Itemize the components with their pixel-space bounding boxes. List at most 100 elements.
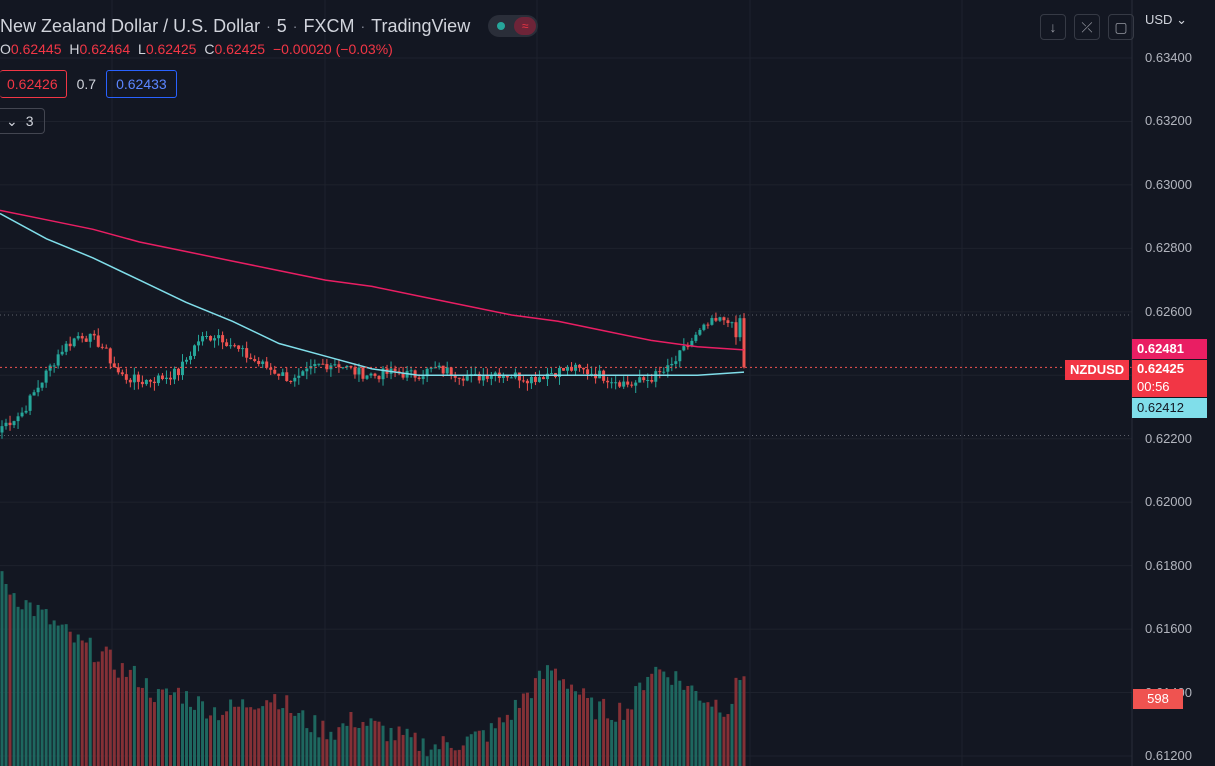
high-value: 0.62464 — [79, 41, 131, 57]
status-dot-icon — [497, 22, 506, 30]
indicators-toggle[interactable]: ⌄ 3 — [0, 108, 45, 134]
candle-body — [501, 375, 505, 378]
spread-value: 0.7 — [76, 76, 97, 92]
candle-body — [549, 373, 553, 375]
volume-bar — [433, 744, 437, 766]
candle-body — [205, 336, 209, 338]
volume-bar — [606, 718, 610, 766]
chevron-down-icon: ⌄ — [6, 113, 18, 129]
high-key: H — [69, 41, 80, 57]
volume-bar — [409, 737, 413, 766]
volume-bar — [36, 604, 40, 766]
y-tick-label: 0.62000 — [1145, 494, 1192, 510]
volume-bar — [461, 745, 465, 766]
frame-icon[interactable]: ▢ — [1108, 14, 1134, 40]
volume-bar — [353, 727, 357, 766]
volume-bar — [189, 706, 193, 766]
volume-bar — [361, 721, 365, 766]
buy-button[interactable]: 0.62433 — [106, 70, 177, 98]
volume-bar — [578, 694, 582, 766]
volume-bar — [317, 737, 321, 766]
candle-body — [537, 377, 541, 382]
y-tick-label: 0.63200 — [1145, 113, 1192, 129]
exchange: FXCM — [303, 15, 355, 36]
separator-dot: · — [266, 18, 271, 34]
currency-label: USD — [1145, 12, 1173, 27]
candle-body — [606, 380, 610, 383]
candle-body — [321, 363, 325, 365]
candle-body — [421, 376, 425, 379]
volume-bar — [702, 702, 706, 766]
volume-bar — [144, 678, 148, 766]
candle-body — [449, 367, 453, 376]
candle-body — [477, 373, 481, 381]
chart-tools: ↓ ⤫ ▢ — [1040, 14, 1134, 40]
candle-body — [702, 324, 706, 330]
candle-body — [317, 363, 321, 365]
candle-body — [357, 367, 361, 375]
ma-fast-line — [0, 212, 745, 377]
interval[interactable]: 5 — [276, 15, 287, 36]
candle-body — [92, 333, 96, 336]
candle-body — [128, 379, 132, 383]
volume-bar — [405, 728, 409, 766]
volume-bar — [160, 689, 164, 766]
candle-body — [642, 377, 646, 381]
volume-bar — [233, 706, 237, 766]
volume-bar — [666, 677, 670, 766]
candle-body — [533, 376, 537, 382]
volume-label: 598 — [1133, 689, 1183, 709]
currency-selector[interactable]: USD ⌄ — [1145, 12, 1187, 27]
arrow-down-icon[interactable]: ↓ — [1040, 14, 1066, 40]
market-status-toggle[interactable]: ≈ — [488, 15, 539, 37]
volume-bar — [197, 696, 201, 766]
volume-bar — [722, 716, 726, 766]
volume-bar — [152, 702, 156, 766]
countdown-label: 00:56 — [1137, 379, 1170, 394]
candle-body — [4, 422, 8, 427]
volume-bar — [566, 688, 570, 766]
candle-body — [694, 334, 698, 341]
candle-body — [144, 379, 148, 385]
candle-body — [112, 363, 116, 368]
volume-bar — [445, 742, 449, 766]
candle-body — [425, 368, 429, 377]
volume-bar — [718, 712, 722, 766]
volume-bar — [525, 692, 529, 766]
volume-bar — [96, 661, 100, 766]
volume-bar — [686, 685, 690, 766]
candle-body — [401, 373, 405, 378]
collapse-icon[interactable]: ⤫ — [1074, 14, 1100, 40]
candle-body — [225, 342, 229, 347]
candle-body — [409, 370, 413, 372]
candle-body — [273, 369, 277, 374]
candle-body — [12, 421, 16, 426]
volume-bar — [0, 571, 4, 766]
volume-bar — [469, 734, 473, 766]
volume-bar — [265, 700, 269, 766]
candle-body — [417, 377, 421, 379]
candle-body — [245, 348, 249, 358]
candle-body — [586, 369, 590, 375]
volume-bar — [321, 720, 325, 766]
volume-bar — [401, 734, 405, 766]
volume-bar — [132, 665, 136, 766]
sell-button[interactable]: 0.62426 — [0, 70, 67, 98]
candle-body — [217, 335, 221, 339]
volume-bar — [598, 701, 602, 766]
volume-bar — [618, 702, 622, 766]
candle-body — [457, 377, 461, 379]
volume-bar — [521, 693, 525, 766]
candle-body — [578, 364, 582, 368]
candle-body — [68, 343, 72, 347]
candle-body — [305, 368, 309, 372]
candle-body — [16, 416, 20, 422]
volume-bar — [570, 684, 574, 766]
candle-body — [156, 375, 160, 384]
volume-bar — [437, 749, 441, 766]
volume-bar — [20, 609, 24, 766]
volume-bar — [650, 673, 654, 766]
y-tick-label: 0.63400 — [1145, 50, 1192, 65]
symbol-name[interactable]: New Zealand Dollar / U.S. Dollar — [0, 15, 261, 36]
